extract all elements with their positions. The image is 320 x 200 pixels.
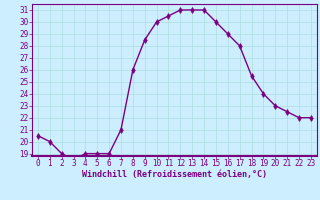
X-axis label: Windchill (Refroidissement éolien,°C): Windchill (Refroidissement éolien,°C) (82, 170, 267, 179)
